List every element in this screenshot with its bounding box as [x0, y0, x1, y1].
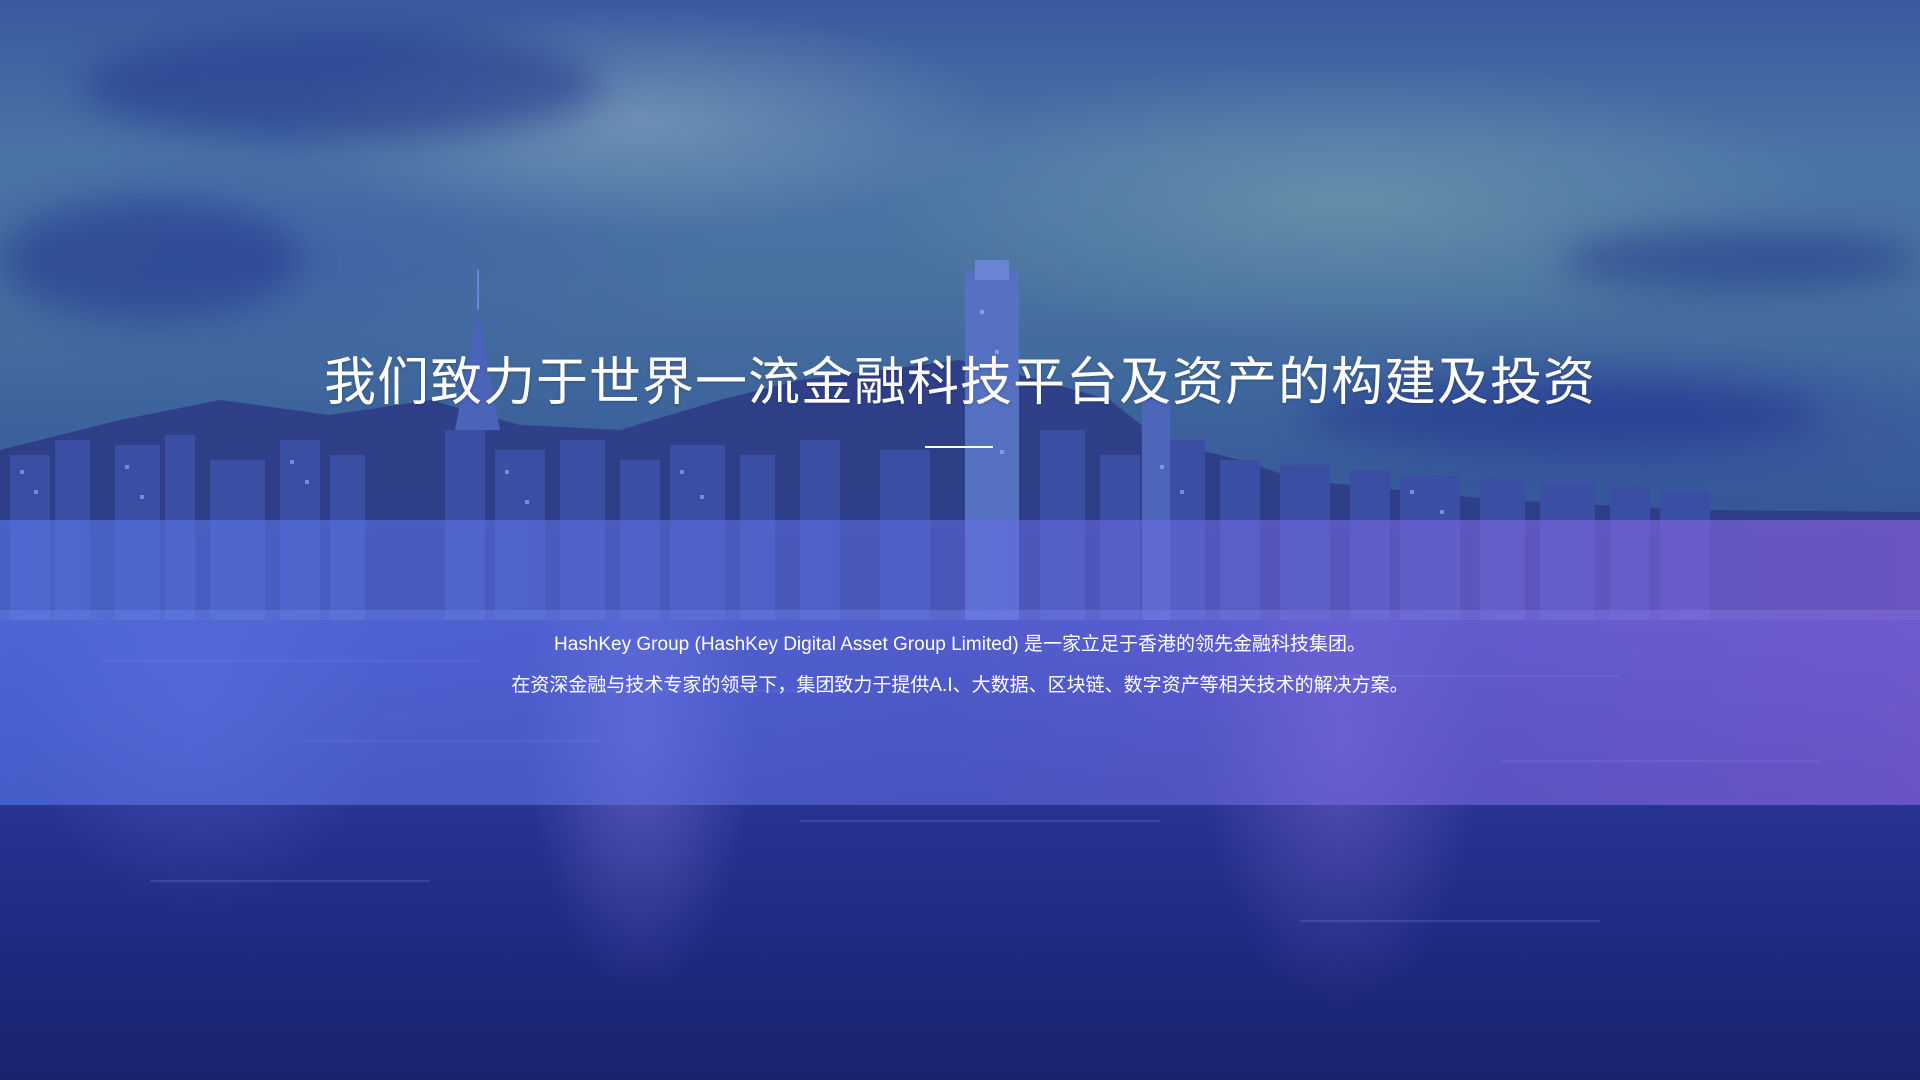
description-line-1: HashKey Group (HashKey Digital Asset Gro… — [554, 634, 1366, 655]
gradient-overlay-band — [0, 520, 1920, 805]
description-line-2: 在资深金融与技术专家的领导下，集团致力于提供A.I、大数据、区块链、数字资产等相… — [511, 675, 1409, 696]
page-title: 我们致力于世界一流金融科技平台及资产的构建及投资 — [323, 353, 1596, 413]
title-divider — [925, 446, 993, 448]
